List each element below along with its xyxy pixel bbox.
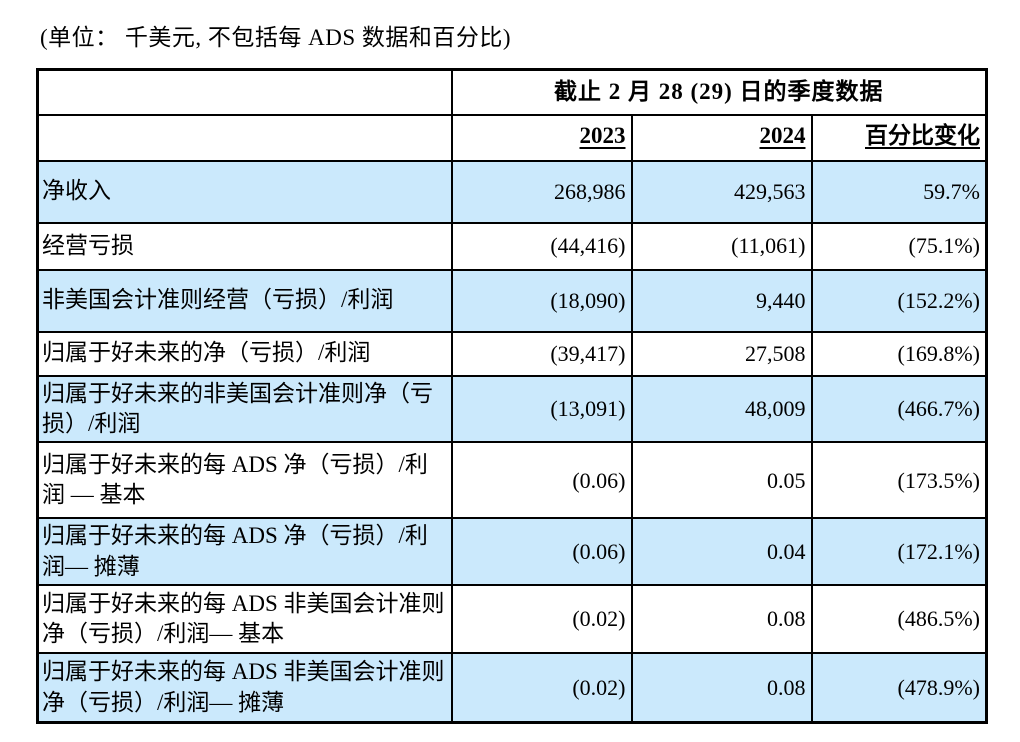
row-label: 净收入 bbox=[36, 159, 453, 224]
cell-change: (478.9%) bbox=[810, 651, 988, 724]
table-row: 归属于好未来的净（亏损）/利润 (39,417) 27,508 (169.8%) bbox=[36, 330, 988, 377]
cell-2023: (0.06) bbox=[450, 517, 633, 586]
period-header-row: 截止 2 月 28 (29) 日的季度数据 bbox=[36, 68, 988, 116]
period-title: 截止 2 月 28 (29) 日的季度数据 bbox=[450, 68, 988, 116]
corner-cell bbox=[36, 68, 453, 116]
cell-change: (152.2%) bbox=[810, 268, 988, 333]
cell-2023: (13,091) bbox=[450, 374, 633, 444]
cell-2024: (11,061) bbox=[630, 221, 813, 271]
table-row: 净收入 268,986 429,563 59.7% bbox=[36, 159, 988, 224]
cell-2023: (0.02) bbox=[450, 583, 633, 654]
table-row: 经营亏损 (44,416) (11,061) (75.1%) bbox=[36, 221, 988, 271]
row-label: 非美国会计准则经营（亏损）/利润 bbox=[36, 268, 453, 333]
cell-2024: 0.05 bbox=[630, 441, 813, 520]
row-label: 归属于好未来的每 ADS 非美国会计准则净（亏损）/利润— 摊薄 bbox=[36, 651, 453, 724]
row-label: 归属于好未来的净（亏损）/利润 bbox=[36, 330, 453, 377]
row-label: 归属于好未来的非美国会计准则净（亏损）/利润 bbox=[36, 374, 453, 444]
cell-change: (169.8%) bbox=[810, 330, 988, 377]
cell-2023: (39,417) bbox=[450, 330, 633, 377]
row-label: 归属于好未来的每 ADS 净（亏损）/利润 — 基本 bbox=[36, 441, 453, 520]
cell-change: (486.5%) bbox=[810, 583, 988, 654]
cell-2024: 0.04 bbox=[630, 517, 813, 586]
cell-change: (75.1%) bbox=[810, 221, 988, 271]
column-header-2024-label: 2024 bbox=[759, 123, 806, 149]
row-label: 经营亏损 bbox=[36, 221, 453, 271]
table-row: 归属于好未来的非美国会计准则净（亏损）/利润 (13,091) 48,009 (466… bbox=[36, 374, 988, 444]
column-header-2024: 2024 bbox=[630, 113, 813, 162]
corner-cell bbox=[36, 113, 453, 162]
table-row: 归属于好未来的每 ADS 净（亏损）/利润— 摊薄 (0.06) 0.04 (172.… bbox=[36, 517, 988, 586]
column-header-row: 2023 2024 百分比变化 bbox=[36, 113, 988, 162]
table-body: 净收入 268,986 429,563 59.7% 经营亏损 (44,416) (11,06… bbox=[36, 159, 988, 724]
column-header-2023: 2023 bbox=[450, 113, 633, 162]
financial-table: 截止 2 月 28 (29) 日的季度数据 2023 2024 百分比变化 净收… bbox=[36, 68, 988, 725]
cell-change: (172.1%) bbox=[810, 517, 988, 586]
cell-2023: (0.06) bbox=[450, 441, 633, 520]
table-row: 归属于好未来的每 ADS 净（亏损）/利润 — 基本 (0.06) 0.05 (173… bbox=[36, 441, 988, 520]
cell-2024: 48,009 bbox=[630, 374, 813, 444]
cell-2024: 0.08 bbox=[630, 651, 813, 724]
cell-2023: (44,416) bbox=[450, 221, 633, 271]
cell-2023: (18,090) bbox=[450, 268, 633, 333]
column-header-change-label: 百分比变化 bbox=[865, 123, 980, 149]
cell-change: 59.7% bbox=[810, 159, 988, 224]
row-label: 归属于好未来的每 ADS 净（亏损）/利润— 摊薄 bbox=[36, 517, 453, 586]
row-label: 归属于好未来的每 ADS 非美国会计准则净（亏损）/利润— 基本 bbox=[36, 583, 453, 654]
table-row: 归属于好未来的每 ADS 非美国会计准则净（亏损）/利润— 基本 (0.02) 0.… bbox=[36, 583, 988, 654]
table-row: 归属于好未来的每 ADS 非美国会计准则净（亏损）/利润— 摊薄 (0.02) 0.… bbox=[36, 651, 988, 724]
column-header-2023-label: 2023 bbox=[579, 123, 626, 149]
cell-2024: 0.08 bbox=[630, 583, 813, 654]
column-header-change: 百分比变化 bbox=[810, 113, 988, 162]
table-row: 非美国会计准则经营（亏损）/利润 (18,090) 9,440 (152.2%) bbox=[36, 268, 988, 333]
cell-2024: 429,563 bbox=[630, 159, 813, 224]
table-header: 截止 2 月 28 (29) 日的季度数据 2023 2024 百分比变化 bbox=[36, 68, 988, 162]
cell-change: (173.5%) bbox=[810, 441, 988, 520]
cell-2023: 268,986 bbox=[450, 159, 633, 224]
cell-change: (466.7%) bbox=[810, 374, 988, 444]
unit-note: (单位： 千美元, 不包括每 ADS 数据和百分比) bbox=[40, 25, 512, 50]
cell-2024: 9,440 bbox=[630, 268, 813, 333]
cell-2024: 27,508 bbox=[630, 330, 813, 377]
cell-2023: (0.02) bbox=[450, 651, 633, 724]
